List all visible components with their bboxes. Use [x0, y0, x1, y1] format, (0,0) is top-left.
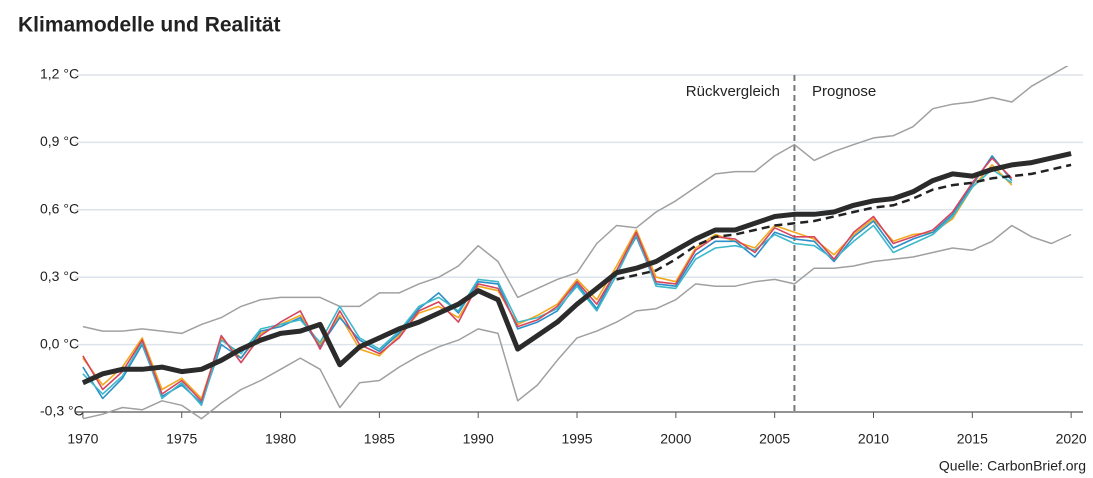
y-tick-label: 0,0 °C — [40, 335, 79, 351]
series-line — [82, 157, 1013, 402]
x-tick-label: 1970 — [67, 431, 98, 447]
x-tick-label: 2000 — [660, 431, 691, 447]
series-line — [82, 155, 1013, 404]
series-line — [82, 168, 1013, 407]
plot-area — [81, 66, 1072, 420]
x-tick-label: 2010 — [858, 431, 889, 447]
annotation: Prognose — [812, 83, 876, 100]
y-tick-label: 1,2 °C — [40, 66, 79, 82]
y-tick-label: 0,9 °C — [40, 133, 79, 149]
source: Quelle: CarbonBrief.org — [939, 458, 1086, 474]
chart-title: Klimamodelle und Realität — [18, 14, 281, 37]
series-line — [82, 224, 1072, 420]
x-tick-label: 1985 — [364, 431, 395, 447]
y-tick-label: -0,3 °C — [40, 403, 84, 419]
y-tick-label: 0,3 °C — [40, 268, 79, 284]
x-tick-label: 1980 — [265, 431, 296, 447]
x-tick-label: 1995 — [561, 431, 592, 447]
series-line — [81, 151, 1072, 386]
series-line — [82, 164, 1013, 400]
x-tick-label: 1975 — [166, 431, 197, 447]
x-tick-label: 2020 — [1056, 431, 1087, 447]
x-tick-label: 2005 — [759, 431, 790, 447]
series-line — [616, 163, 1072, 281]
annotation: Rückvergleich — [686, 83, 780, 100]
x-tick-label: 1990 — [463, 431, 494, 447]
series-line — [82, 66, 1069, 335]
x-tick-label: 2015 — [957, 431, 988, 447]
y-tick-label: 0,6 °C — [40, 201, 79, 217]
